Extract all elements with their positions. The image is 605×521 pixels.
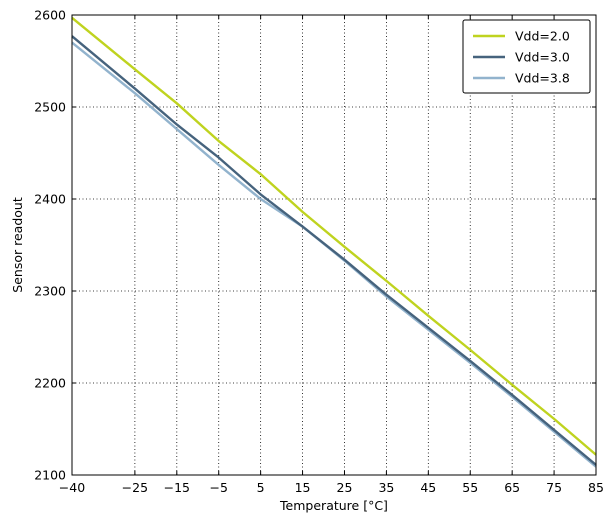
x-tick-label: 65 bbox=[504, 480, 520, 495]
legend-label: Vdd=3.0 bbox=[515, 50, 570, 65]
x-axis-label: Temperature [°C] bbox=[279, 498, 388, 513]
axis-ticks bbox=[71, 14, 597, 476]
legend-label: Vdd=3.8 bbox=[515, 71, 570, 86]
series-line bbox=[71, 16, 597, 456]
legend: Vdd=2.0 Vdd=3.0 Vdd=3.8 bbox=[462, 19, 591, 94]
y-tick-label: 2600 bbox=[34, 8, 66, 23]
x-tick-label: 35 bbox=[378, 480, 394, 495]
x-tick-label: 85 bbox=[588, 480, 604, 495]
x-tick-label: −5 bbox=[210, 480, 228, 495]
x-tick-label: −40 bbox=[59, 480, 85, 495]
legend-label: Vdd=2.0 bbox=[515, 29, 570, 44]
x-tick-label: 15 bbox=[295, 480, 311, 495]
x-tick-label: 5 bbox=[257, 480, 265, 495]
y-tick-label: 2200 bbox=[34, 376, 66, 391]
x-tick-label: −15 bbox=[164, 480, 190, 495]
x-tick-label: 75 bbox=[546, 480, 562, 495]
x-tick-label: 25 bbox=[337, 480, 353, 495]
tick-labels: −40 −25 −15 −5 5 15 25 35 45 55 65 75 85 2100 2200 2300… bbox=[34, 8, 604, 496]
y-axis-label: Sensor readout bbox=[10, 197, 25, 293]
x-tick-label: 55 bbox=[462, 480, 478, 495]
y-tick-label: 2500 bbox=[34, 100, 66, 115]
series-lines bbox=[71, 16, 597, 468]
plot-frame bbox=[71, 14, 597, 476]
series-line bbox=[71, 35, 597, 466]
legend-box bbox=[462, 19, 591, 94]
x-tick-label: −25 bbox=[122, 480, 148, 495]
x-tick-label: 45 bbox=[420, 480, 436, 495]
y-tick-label: 2300 bbox=[34, 284, 66, 299]
series-line bbox=[71, 41, 597, 468]
y-tick-label: 2100 bbox=[34, 468, 66, 483]
y-tick-label: 2400 bbox=[34, 192, 66, 207]
